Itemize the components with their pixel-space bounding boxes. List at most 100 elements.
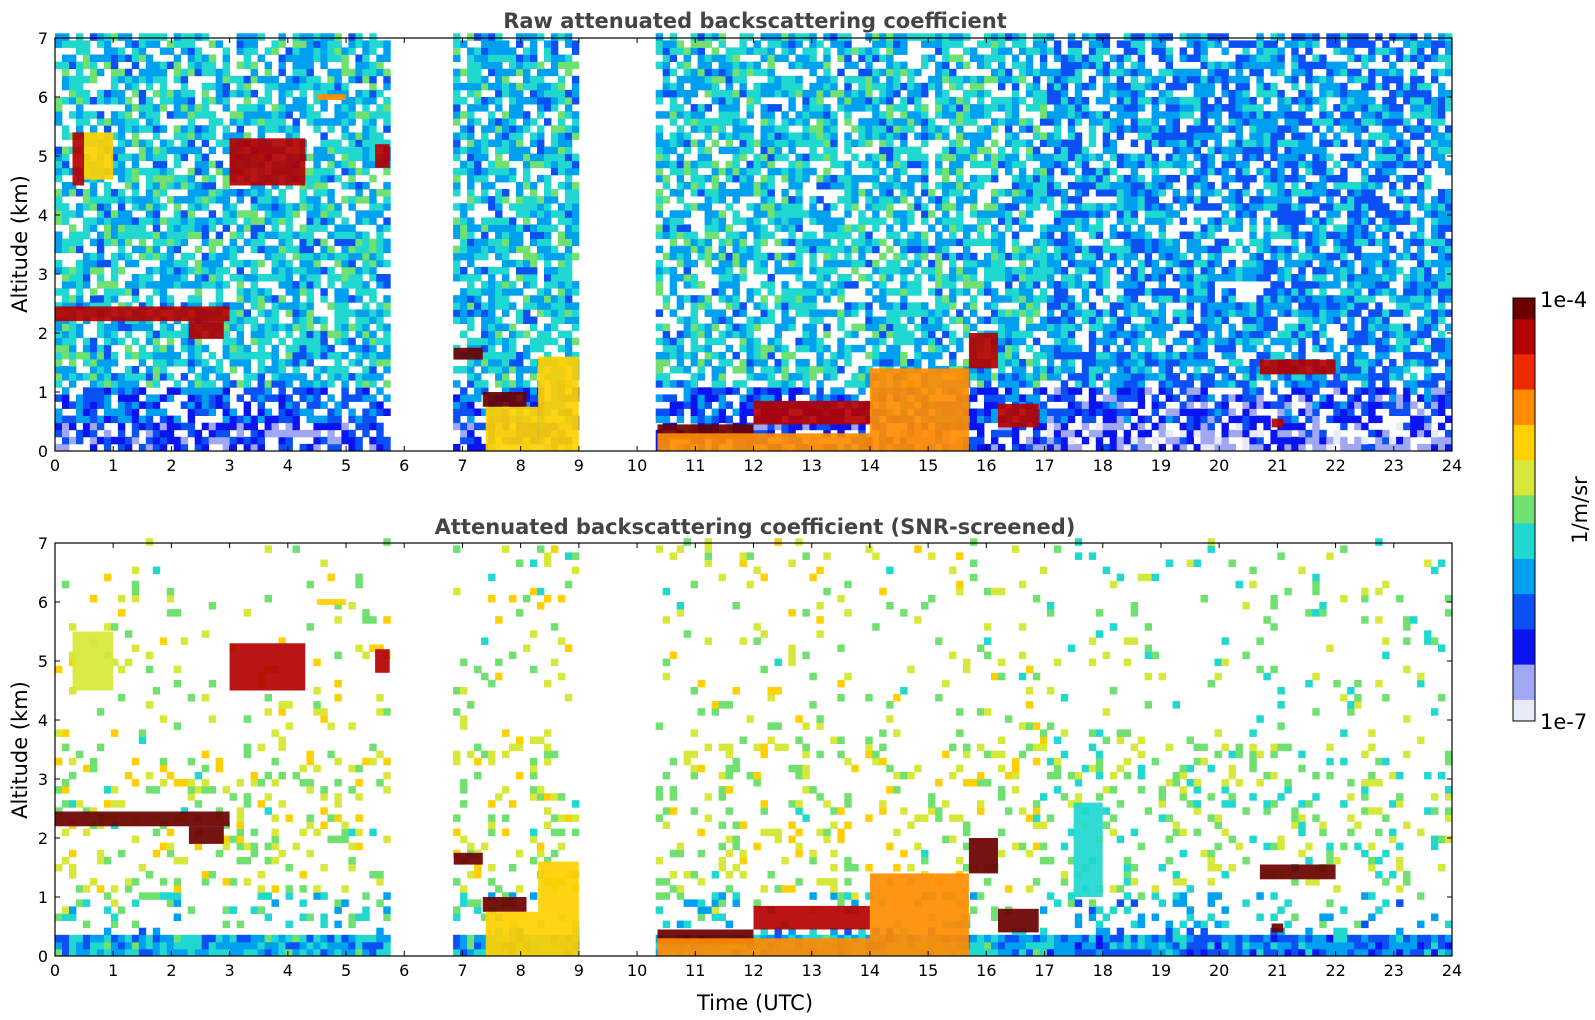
noise-cell — [96, 436, 105, 445]
noise-cell — [271, 351, 279, 360]
noise-cell — [739, 274, 747, 282]
noise-cell — [62, 167, 70, 176]
noise-cell — [76, 68, 84, 77]
noise-cell — [369, 132, 377, 140]
noise-cell — [550, 323, 559, 332]
noise-cell — [306, 429, 314, 438]
noise-cell — [376, 351, 384, 360]
noise-cell — [564, 132, 573, 140]
noise-cell — [711, 182, 719, 190]
noise-cell — [571, 252, 580, 261]
noise-cell — [362, 125, 370, 133]
noise-cell — [236, 111, 244, 119]
noise-cell — [781, 366, 789, 374]
noise-cell — [837, 366, 845, 374]
noise-cell — [851, 104, 859, 112]
noise-cell — [131, 415, 140, 424]
noise-cell — [725, 160, 733, 169]
noise-cell — [103, 217, 112, 225]
noise-cell — [865, 132, 873, 140]
noise-cell — [1018, 373, 1027, 381]
noise-cell — [376, 316, 384, 324]
noise-cell — [292, 309, 300, 317]
noise-cell — [557, 153, 566, 162]
noise-cell — [557, 252, 566, 261]
noise-cell — [222, 104, 230, 112]
noise-cell — [257, 429, 265, 438]
noise-cell — [893, 330, 901, 339]
noise-cell — [949, 118, 957, 126]
noise-cell — [662, 182, 671, 190]
noise-cell — [537, 61, 545, 70]
noise-cell — [236, 47, 244, 55]
noise-cell — [166, 422, 175, 431]
noise-cell — [571, 288, 580, 296]
noise-cell — [488, 274, 496, 282]
noise-cell — [467, 75, 475, 84]
noise-cell — [886, 61, 894, 70]
noise-cell — [746, 174, 754, 183]
noise-cell — [753, 316, 761, 324]
noise-cell — [152, 281, 161, 289]
noise-cell — [676, 104, 685, 112]
noise-cell — [809, 146, 817, 155]
noise-cell — [711, 75, 719, 84]
noise-cell — [166, 266, 175, 275]
noise-cell — [865, 118, 873, 126]
noise-cell — [669, 210, 678, 218]
noise-cell — [942, 245, 950, 254]
noise-cell — [383, 366, 391, 374]
noise-cell — [166, 196, 175, 204]
noise-cell — [956, 203, 964, 211]
noise-cell — [970, 224, 978, 232]
noise-cell — [320, 344, 328, 353]
noise-cell — [928, 323, 936, 332]
noise-cell — [655, 274, 664, 282]
noise-cell — [495, 245, 503, 254]
noise-cell — [145, 68, 154, 77]
noise-cell — [802, 160, 810, 169]
noise-cell — [788, 196, 796, 204]
noise-cell — [124, 323, 133, 332]
noise-cell — [180, 68, 189, 77]
noise-cell — [746, 47, 754, 55]
noise-cell — [662, 394, 671, 402]
noise-cell — [306, 245, 314, 254]
noise-cell — [865, 380, 873, 388]
noise-cell — [523, 167, 531, 176]
noise-cell — [977, 75, 985, 84]
noise-cell — [376, 89, 384, 98]
noise-cell — [991, 259, 999, 268]
noise-cell — [62, 429, 70, 438]
noise-cell — [264, 422, 272, 431]
noise-cell — [222, 443, 230, 452]
noise-cell — [683, 259, 691, 268]
noise-cell — [893, 89, 901, 98]
noise-cell — [725, 302, 733, 310]
noise-cell — [1011, 295, 1020, 303]
noise-cell — [208, 252, 217, 261]
noise-cell — [816, 387, 824, 395]
noise-cell — [96, 274, 105, 282]
noise-cell — [327, 89, 335, 98]
noise-cell — [900, 238, 908, 247]
noise-cell — [844, 351, 852, 360]
noise-cell — [495, 330, 503, 339]
noise-cell — [62, 160, 70, 169]
noise-cell — [474, 97, 482, 105]
noise-cell — [865, 82, 873, 91]
noise-cell — [998, 47, 1006, 55]
noise-cell — [103, 203, 112, 211]
noise-cell — [697, 323, 705, 332]
noise-cell — [774, 203, 782, 211]
noise-cell — [970, 366, 978, 374]
noise-cell — [760, 68, 768, 77]
noise-cell — [823, 373, 831, 381]
noise-cell — [1018, 394, 1027, 402]
noise-cell — [334, 118, 342, 126]
noise-cell — [103, 189, 112, 197]
noise-cell — [243, 104, 251, 112]
noise-cell — [138, 422, 147, 431]
noise-cell — [299, 245, 307, 254]
noise-cell — [669, 54, 678, 62]
